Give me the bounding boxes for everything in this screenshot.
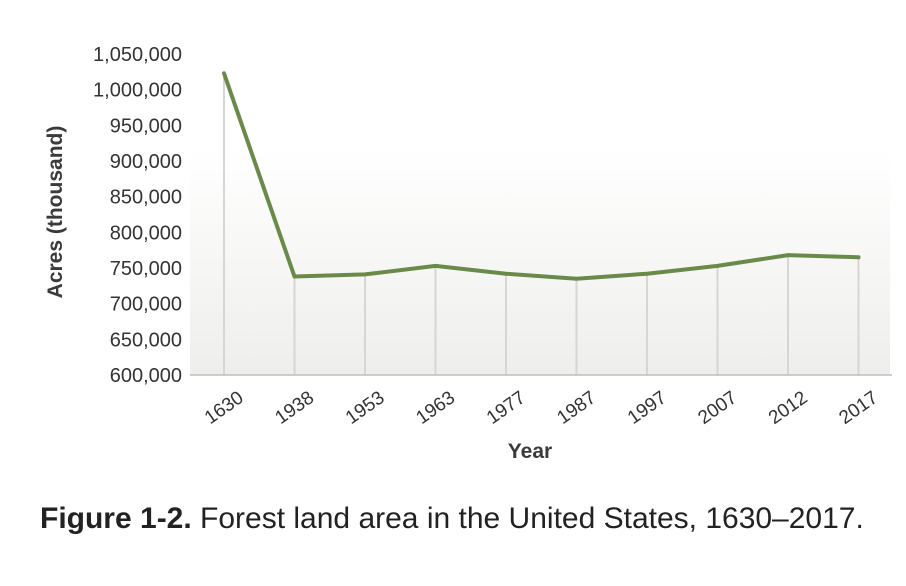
y-tick-label: 900,000: [110, 151, 182, 173]
y-tick-label: 700,000: [110, 294, 182, 316]
figure-caption-text: Forest land area in the United States, 1…: [191, 502, 864, 535]
y-tick-label: 1,050,000: [93, 44, 182, 66]
figure-caption: Figure 1-2. Forest land area in the Unit…: [40, 500, 880, 538]
x-tick-label: 1630: [201, 387, 248, 428]
x-tick-label: 1977: [483, 387, 530, 428]
y-tick-label: 950,000: [110, 115, 182, 137]
x-tick-label: 2007: [694, 387, 741, 428]
plot-background: [190, 150, 890, 375]
y-tick-label: 1,000,000: [93, 80, 182, 102]
y-tick-label: 650,000: [110, 329, 182, 351]
x-tick-label: 1938: [271, 387, 318, 428]
x-tick-label: 1987: [553, 387, 600, 428]
y-axis-title: Acres (thousand): [44, 126, 67, 299]
y-tick-label: 600,000: [110, 365, 182, 387]
x-axis-title: Year: [508, 440, 552, 463]
forest-area-series-line: [222, 71, 861, 281]
figure-label: Figure 1-2.: [40, 502, 192, 535]
y-tick-label: 850,000: [110, 187, 182, 209]
y-tick-label: 800,000: [110, 222, 182, 244]
x-tick-label: 1997: [624, 387, 671, 428]
x-tick-label: 1963: [412, 387, 459, 428]
forest-area-line-chart: 600,000 650,000 700,000 750,000 800,000 850,0…: [44, 44, 892, 463]
x-tick-label: 1953: [342, 387, 389, 428]
y-tick-labels: 600,000 650,000 700,000 750,000 800,000 850,0…: [93, 44, 182, 387]
x-tick-label: 2012: [765, 387, 812, 428]
y-tick-label: 750,000: [110, 258, 182, 280]
vertical-gridlines: [223, 73, 860, 375]
x-tick-label: 2017: [835, 387, 882, 428]
x-tick-labels: 1630 1938 1953 1963 1977 1987 1997 2007 2012 2017: [201, 387, 882, 428]
